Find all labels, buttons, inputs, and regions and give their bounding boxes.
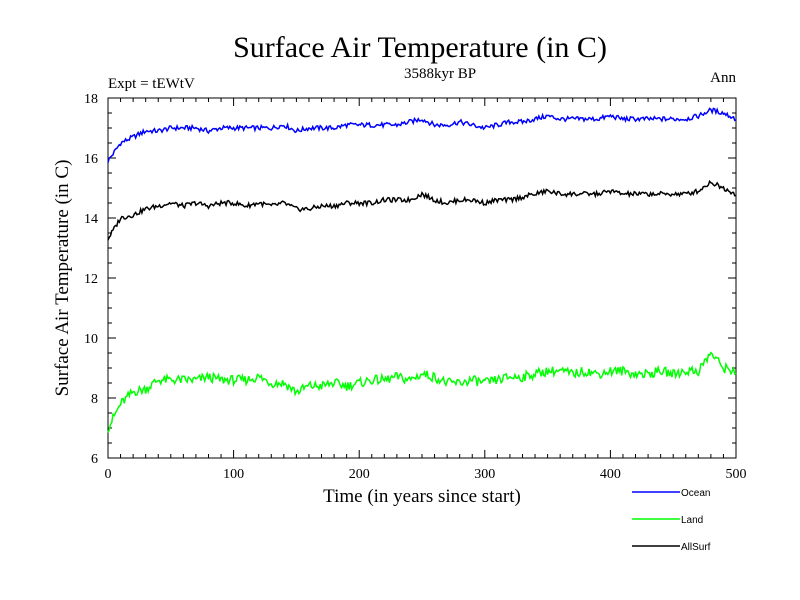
chart-subtitle: 3588kyr BP (404, 66, 476, 82)
axis-ticks: 0 100 200 300 400 500 6 8 10 12 14 16 18 (84, 92, 747, 482)
legend-label-allsurf: AllSurf (681, 542, 711, 553)
season-label: Ann (710, 70, 736, 86)
y-tick-label: 6 (91, 452, 98, 467)
y-tick-label: 10 (84, 332, 98, 347)
x-tick-label: 400 (600, 467, 621, 482)
y-tick-label: 12 (84, 272, 98, 287)
y-tick-label: 18 (84, 92, 98, 107)
legend-label-ocean: Ocean (681, 488, 710, 499)
y-axis-label: Surface Air Temperature (in C) (52, 160, 73, 397)
series-line-ocean (107, 107, 737, 163)
series-lines (107, 107, 737, 433)
y-tick-label: 8 (91, 392, 98, 407)
legend-label-land: Land (681, 515, 703, 526)
y-tick-label: 14 (84, 212, 98, 227)
series-line-land (107, 351, 737, 433)
x-axis-label: Time (in years since start) (323, 486, 521, 507)
plot-frame (107, 97, 737, 459)
x-tick-label: 500 (726, 467, 747, 482)
legend: Ocean Land AllSurf (632, 488, 711, 553)
x-tick-label: 100 (223, 467, 244, 482)
x-tick-label: 300 (474, 467, 495, 482)
series-line-allsurf (107, 179, 737, 241)
x-tick-label: 200 (349, 467, 370, 482)
chart-title: Surface Air Temperature (in C) (233, 31, 607, 64)
experiment-label: Expt = tEWtV (108, 76, 195, 92)
y-tick-label: 16 (84, 152, 98, 167)
x-tick-label: 0 (105, 467, 112, 482)
